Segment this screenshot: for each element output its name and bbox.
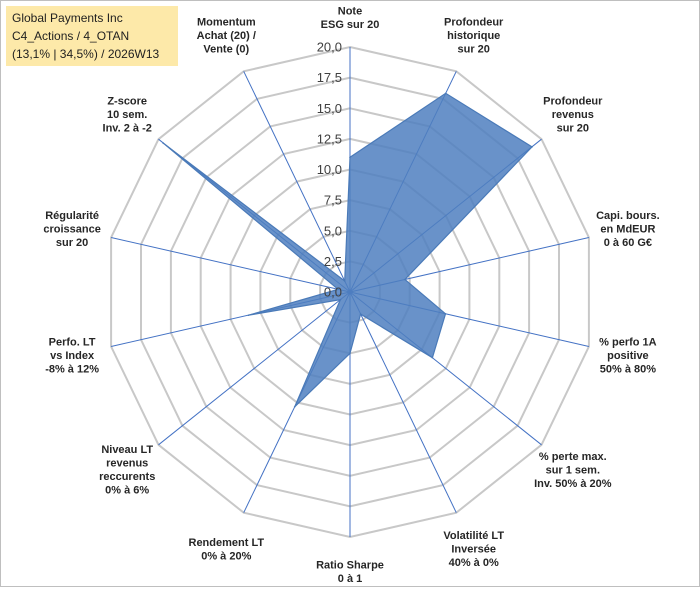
axis-label-9: Rendement LT 0% à 20% bbox=[189, 537, 265, 563]
axis-label-7: Volatilité LT Inversée 40% à 0% bbox=[443, 530, 504, 569]
axis-spoke-14 bbox=[243, 71, 351, 293]
data-point-4 bbox=[404, 278, 406, 281]
axis-label-11: Perfo. LT vs Index -8% à 12% bbox=[45, 337, 99, 376]
data-point-7 bbox=[359, 313, 362, 315]
tick-label: 15,0 bbox=[317, 101, 342, 116]
axis-label-4: Capi. bours. en MdEUR 0 à 60 G€ bbox=[596, 210, 660, 249]
axis-label-10: Niveau LT revenus reccurents 0% à 6% bbox=[99, 444, 155, 497]
title-line-3: (13,1% | 34,5%) / 2026W13 bbox=[12, 47, 160, 61]
tick-label: 20,0 bbox=[317, 40, 342, 55]
tick-label: 5,0 bbox=[324, 223, 342, 238]
axis-label-2: Profondeur historique sur 20 bbox=[444, 17, 504, 56]
axis-label-3: Profondeur revenus sur 20 bbox=[543, 96, 603, 135]
data-point-10 bbox=[339, 298, 342, 301]
axis-label-6: % perte max. sur 1 sem. Inv. 50% à 20% bbox=[534, 451, 612, 490]
data-point-3 bbox=[531, 146, 533, 148]
axis-spoke-10 bbox=[158, 291, 351, 446]
axis-label-14: Momentum Achat (20) / Vente (0) bbox=[197, 17, 256, 56]
data-point-11 bbox=[247, 314, 250, 317]
data-point-6 bbox=[431, 356, 434, 359]
data-point-2 bbox=[444, 92, 447, 95]
tick-label: 2,5 bbox=[324, 254, 342, 269]
tick-label: 10,0 bbox=[317, 162, 342, 177]
data-point-5 bbox=[444, 313, 447, 315]
axis-spoke-12 bbox=[110, 237, 351, 293]
data-point-1 bbox=[349, 156, 351, 159]
data-point-12 bbox=[337, 288, 339, 291]
tick-label: 0,0 bbox=[324, 285, 342, 300]
axis-label-12: Régularité croissance sur 20 bbox=[43, 210, 100, 249]
axis-spoke-7 bbox=[349, 291, 457, 513]
axis-label-1: Note ESG sur 20 bbox=[321, 6, 380, 32]
data-point-9 bbox=[293, 406, 296, 408]
axis-label-8: Ratio Sharpe 0 à 1 bbox=[316, 560, 384, 586]
data-point-14 bbox=[343, 280, 346, 282]
title-line-2: C4_Actions / 4_OTAN bbox=[12, 29, 129, 43]
tick-label: 17,5 bbox=[317, 70, 342, 85]
series-area-layer bbox=[162, 92, 533, 408]
title-background bbox=[6, 6, 178, 66]
title-line-1: Global Payments Inc bbox=[12, 11, 123, 25]
tick-label-layer: 0,0 2,5 5,0 7,5 10,0 12,5 15,0 17,5 20,0 bbox=[317, 40, 342, 300]
axis-label-5: % perfo 1A positive 50% à 80% bbox=[599, 337, 657, 376]
data-point-13 bbox=[162, 142, 164, 144]
axis-label-13: Z-score 10 sem. Inv. 2 à -2 bbox=[103, 96, 152, 135]
axis-label-layer: Note ESG sur 20 Profondeur historique sur 20… bbox=[43, 6, 659, 586]
data-point-8 bbox=[349, 352, 351, 355]
chart-title: Global Payments Inc C4_Actions / 4_OTAN … bbox=[6, 6, 178, 66]
tick-label: 12,5 bbox=[317, 131, 342, 146]
tick-label: 7,5 bbox=[324, 193, 342, 208]
